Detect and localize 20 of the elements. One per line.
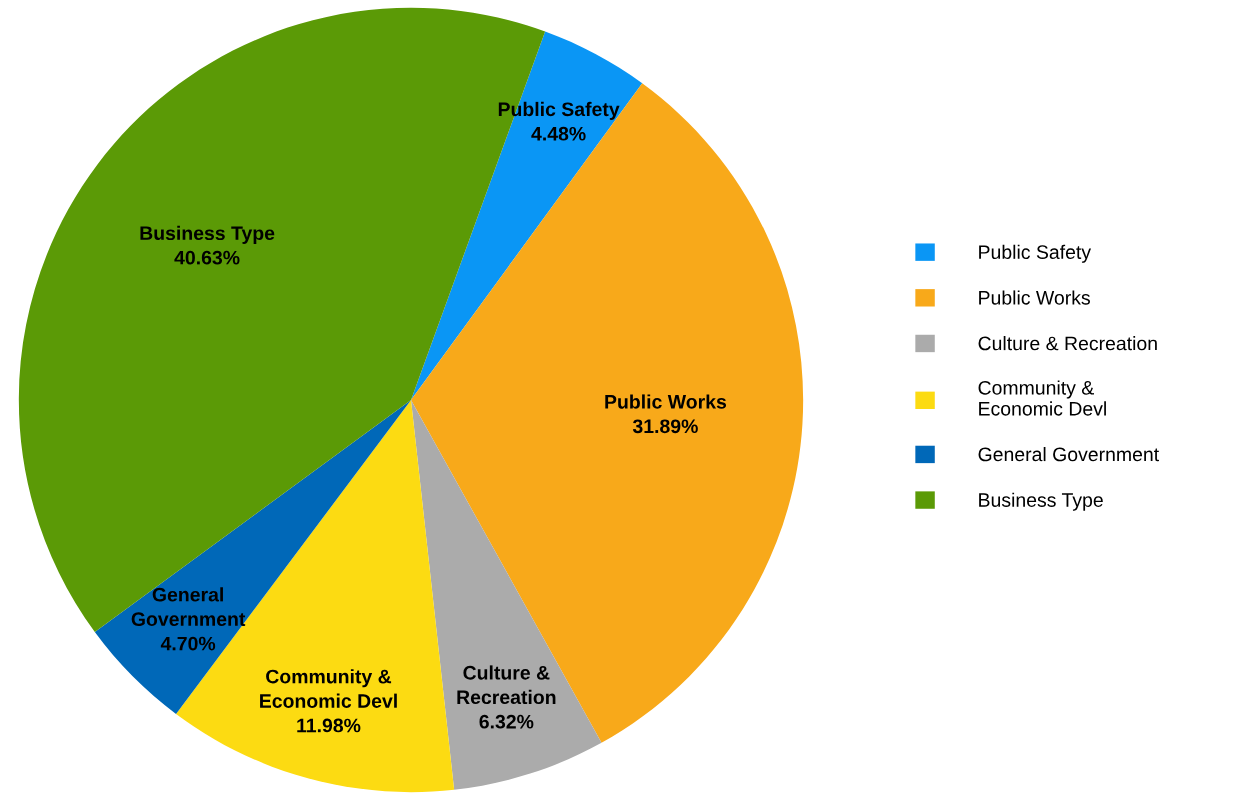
pie-slice xyxy=(411,83,804,743)
data-label: 40.63% xyxy=(174,250,240,265)
pie-slice xyxy=(411,400,602,790)
slice-label: Public Works xyxy=(605,394,727,409)
legend-label: Community & Economic Devl xyxy=(978,380,1106,416)
legend-label: Culture & Recreation xyxy=(978,336,1157,351)
data-label: 11.98% xyxy=(297,718,361,733)
slice-label: Business Type xyxy=(140,225,275,244)
pie-slice xyxy=(94,400,411,714)
legend-label: Public Safety xyxy=(979,244,1092,263)
data-label: 4.48% xyxy=(531,126,586,141)
slice-label: Culture & Recreation xyxy=(457,665,556,705)
slice-label: Community & Economic Devl xyxy=(260,669,397,708)
data-label: 4.70% xyxy=(160,636,216,651)
legend-label: Public Works xyxy=(979,290,1090,305)
slice-label: General Government xyxy=(131,587,246,626)
legend-label: General Government xyxy=(978,446,1159,462)
data-label: 6.32% xyxy=(479,714,534,729)
legend-label: Business Type xyxy=(979,492,1103,511)
data-label: 31.89% xyxy=(632,419,698,434)
